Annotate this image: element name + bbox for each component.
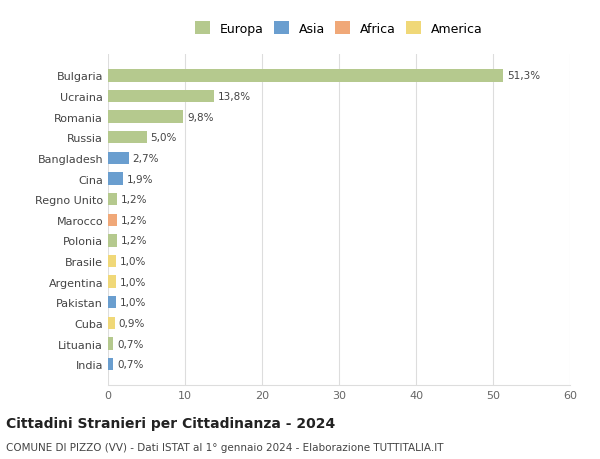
Bar bbox=[108, 297, 116, 309]
Bar bbox=[108, 214, 117, 226]
Text: 1,0%: 1,0% bbox=[119, 277, 146, 287]
Text: 9,8%: 9,8% bbox=[187, 112, 214, 123]
Bar bbox=[108, 338, 113, 350]
Bar bbox=[108, 235, 117, 247]
Bar bbox=[108, 358, 113, 370]
Bar bbox=[108, 91, 214, 103]
Bar bbox=[108, 276, 116, 288]
Text: 1,2%: 1,2% bbox=[121, 195, 148, 205]
Text: 51,3%: 51,3% bbox=[507, 71, 540, 81]
Bar bbox=[108, 111, 184, 123]
Text: 1,0%: 1,0% bbox=[119, 297, 146, 308]
Bar bbox=[108, 152, 129, 165]
Bar bbox=[108, 132, 146, 144]
Bar bbox=[108, 317, 115, 330]
Text: 13,8%: 13,8% bbox=[218, 92, 251, 102]
Text: 0,7%: 0,7% bbox=[117, 339, 143, 349]
Bar bbox=[108, 255, 116, 268]
Bar bbox=[108, 173, 122, 185]
Text: 1,2%: 1,2% bbox=[121, 236, 148, 246]
Text: 0,9%: 0,9% bbox=[119, 318, 145, 328]
Legend: Europa, Asia, Africa, America: Europa, Asia, Africa, America bbox=[191, 18, 487, 39]
Text: 1,9%: 1,9% bbox=[127, 174, 153, 184]
Bar bbox=[108, 70, 503, 83]
Text: 5,0%: 5,0% bbox=[151, 133, 177, 143]
Text: 1,0%: 1,0% bbox=[119, 257, 146, 267]
Text: Cittadini Stranieri per Cittadinanza - 2024: Cittadini Stranieri per Cittadinanza - 2… bbox=[6, 416, 335, 430]
Text: 2,7%: 2,7% bbox=[133, 154, 159, 163]
Text: COMUNE DI PIZZO (VV) - Dati ISTAT al 1° gennaio 2024 - Elaborazione TUTTITALIA.I: COMUNE DI PIZZO (VV) - Dati ISTAT al 1° … bbox=[6, 442, 443, 452]
Text: 1,2%: 1,2% bbox=[121, 215, 148, 225]
Text: 0,7%: 0,7% bbox=[117, 359, 143, 369]
Bar bbox=[108, 194, 117, 206]
